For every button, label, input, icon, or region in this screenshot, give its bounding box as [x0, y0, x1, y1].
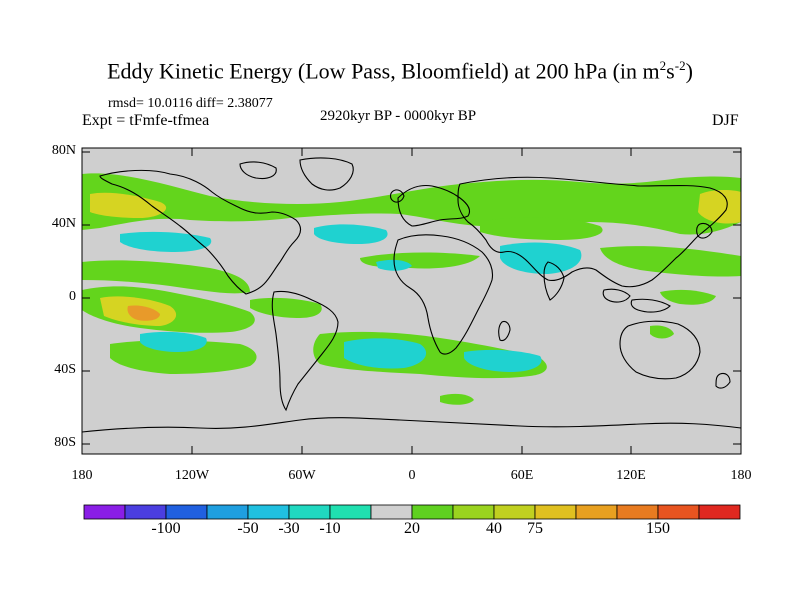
coast-africa: [393, 234, 494, 355]
colorbar-swatch-4: [247, 504, 290, 520]
east-pacific-green-band: [82, 260, 250, 294]
colorbar-label-1: -50: [237, 520, 259, 537]
x-tick-4: 60E: [510, 468, 534, 483]
indian-ocean-green: [660, 289, 716, 305]
colorbar-swatch-8: [411, 504, 454, 520]
asia-green-band: [480, 217, 603, 240]
colorbar-label-5: 40: [486, 520, 502, 537]
colorbar-label-7: 150: [646, 520, 670, 537]
x-tick-1: 120W: [174, 468, 210, 483]
experiment-label: Expt = tFmfe-tfmea: [82, 112, 210, 129]
coast-arctic-islands: [239, 161, 277, 180]
colorbar-swatch-2: [165, 504, 208, 520]
figure-title: Eddy Kinetic Energy (Low Pass, Bloomfiel…: [107, 58, 693, 84]
atlantic-cyan-patch: [314, 224, 388, 244]
colorbar-swatch-6: [329, 504, 372, 520]
stats-text: rmsd= 10.0116 diff= 2.38077: [108, 96, 273, 111]
sh-pacific-green-band: [110, 340, 257, 374]
colorbar-swatch-9: [452, 504, 495, 520]
coast-madagascar: [498, 320, 511, 342]
coast-australia: [619, 320, 701, 380]
coast-south-america: [271, 290, 339, 412]
trop-atlantic-green: [250, 297, 322, 318]
colorbar-swatch-1: [124, 504, 167, 520]
nh-pacific-yellow-core: [90, 192, 167, 218]
colorbar: [83, 504, 741, 520]
colorbar-swatch-3: [206, 504, 249, 520]
colorbar-swatch-7: [370, 504, 413, 520]
coast-greenland: [299, 157, 354, 191]
coast-indonesia: [630, 298, 671, 313]
coast-se-asia-islands: [602, 288, 631, 303]
coast-india: [543, 261, 565, 301]
colorbar-swatch-12: [575, 504, 618, 520]
season-label: DJF: [712, 112, 739, 129]
x-tick-5: 120E: [616, 468, 646, 483]
x-tick-0: 180: [71, 468, 93, 483]
trop-pacific-orange: [127, 305, 160, 321]
x-tick-3: 0: [408, 468, 416, 483]
colorbar-label-6: 75: [527, 520, 543, 537]
x-tick-6: 180: [730, 468, 752, 483]
coast-north-america: [99, 169, 302, 295]
colorbar-swatch-13: [616, 504, 659, 520]
y-tick-1: 40N: [51, 216, 76, 231]
sh-pacific-cyan: [140, 331, 207, 352]
coast-antarctica: [82, 417, 741, 433]
colorbar-swatch-10: [493, 504, 536, 520]
colorbar-swatch-0: [83, 504, 126, 520]
pacific-cyan-patch: [120, 231, 212, 252]
colorbar-swatch-11: [534, 504, 577, 520]
colorbar-swatch-14: [657, 504, 700, 520]
colorbar-label-4: 20: [404, 520, 420, 537]
colorbar-label-3: -10: [319, 520, 341, 537]
colorbar-label-0: -100: [151, 520, 181, 537]
coast-new-zealand: [715, 372, 731, 389]
coastlines: [82, 157, 741, 433]
nh-westpac-yellow-core: [698, 190, 741, 224]
sh-east-green-patch: [650, 325, 674, 339]
west-pacific-green: [600, 246, 741, 277]
y-tick-2: 0: [69, 289, 76, 304]
colorbar-swatch-15: [698, 504, 741, 520]
anomaly-fields: [82, 157, 741, 433]
y-tick-0: 80N: [51, 143, 76, 158]
nh-pacific-green-band: [82, 173, 741, 235]
period-label: 2920kyr BP - 0000kyr BP: [320, 108, 477, 124]
x-tick-2: 60W: [288, 468, 316, 483]
y-tick-4: 80S: [54, 435, 76, 450]
coast-europe: [397, 184, 471, 227]
sh-atlantic-cyan: [344, 338, 427, 369]
indian-cyan: [464, 349, 542, 372]
india-cyan-patch: [500, 242, 582, 274]
colorbar-swatch-5: [288, 504, 331, 520]
coast-asia: [457, 176, 728, 288]
coast-japan: [696, 222, 713, 239]
sh-south-green-patch: [440, 393, 474, 405]
coast-uk: [389, 189, 405, 203]
colorbar-label-2: -30: [278, 520, 300, 537]
y-tick-3: 40S: [54, 362, 76, 377]
axis-ticks: [81, 148, 742, 454]
